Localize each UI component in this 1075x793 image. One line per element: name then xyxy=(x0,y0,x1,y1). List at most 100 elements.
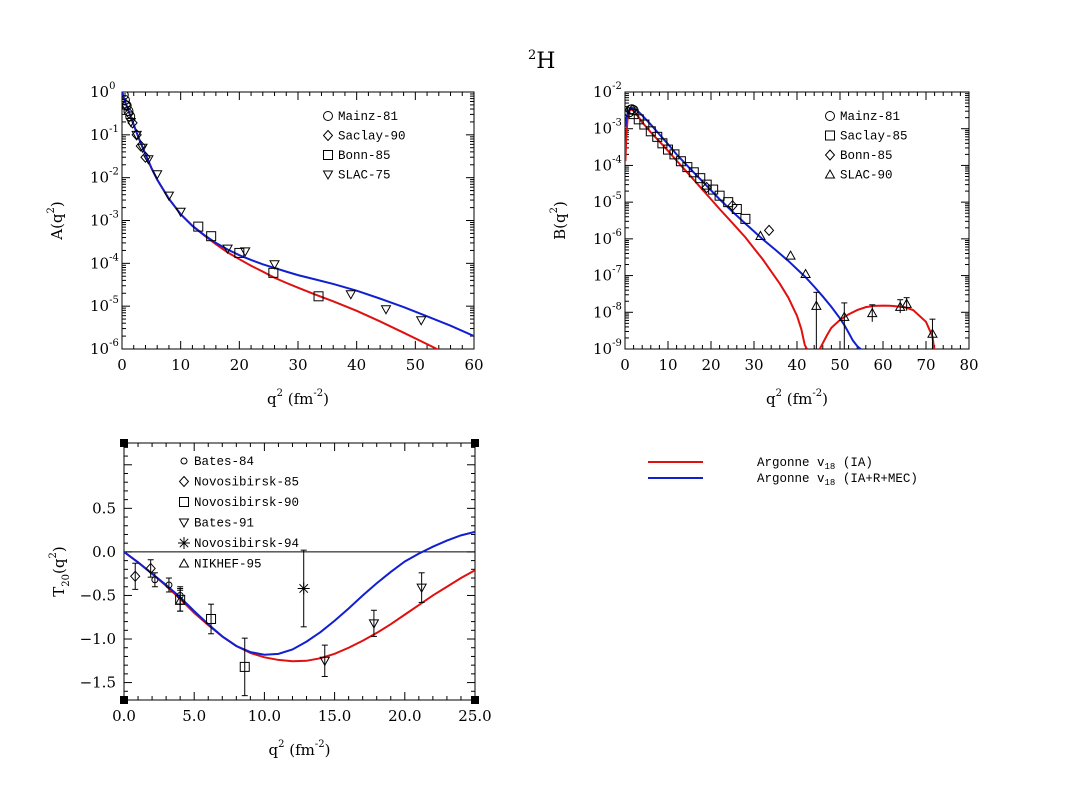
x-axis-label: q2 (fm-2) xyxy=(766,388,828,408)
legend-label: NIKHEF-95 xyxy=(194,558,262,572)
x-tick-label: 30 xyxy=(288,356,307,374)
data-point xyxy=(740,213,751,224)
y-tick-label: 10-2 xyxy=(90,167,119,187)
data-point xyxy=(633,114,644,125)
legend-label: Novosibirsk-85 xyxy=(194,476,299,490)
x-axis-label: q2 (fm-2) xyxy=(269,739,331,759)
data-point xyxy=(731,204,742,215)
legend-marker xyxy=(179,497,189,507)
data-point xyxy=(143,155,154,165)
data-point xyxy=(145,562,156,575)
model-legend: Argonne v18 (IA)Argonne v18 (IA+R+MEC) xyxy=(648,456,918,488)
y-tick-label: 0.5 xyxy=(92,499,116,517)
y-tick-label: 10-4 xyxy=(593,154,622,174)
data-point xyxy=(708,184,719,195)
data-point xyxy=(345,290,357,300)
y-tick-label: 10-1 xyxy=(90,124,119,144)
data-point xyxy=(714,190,725,201)
data-point xyxy=(206,613,217,624)
x-tick-label: 30 xyxy=(744,356,763,374)
data-point xyxy=(755,230,766,240)
data-point xyxy=(239,661,250,672)
x-tick-label: 10 xyxy=(171,356,190,374)
data-point xyxy=(695,173,706,184)
legend-label: SLAC-75 xyxy=(338,169,391,183)
corner-square xyxy=(471,696,479,704)
y-axis-label: B(q2) xyxy=(549,201,569,240)
y-tick-label: 10-5 xyxy=(90,295,119,315)
y-tick-label: 10-5 xyxy=(593,191,622,211)
y-tick-label: 0.0 xyxy=(92,543,116,561)
x-tick-label: 60 xyxy=(464,356,483,374)
x-tick-label: 50 xyxy=(406,356,425,374)
x-tick-label: 0 xyxy=(117,356,127,374)
data-point xyxy=(652,131,663,142)
data-point xyxy=(785,250,796,260)
x-tick-label: 40 xyxy=(347,356,366,374)
legend-label: Saclay-85 xyxy=(840,130,908,144)
legend-label: Bonn-85 xyxy=(338,149,391,163)
y-tick-label: 10-7 xyxy=(593,265,622,285)
data-point xyxy=(269,260,280,270)
data-point xyxy=(866,307,878,318)
legend-marker xyxy=(825,130,835,141)
curves xyxy=(625,106,936,349)
data-point xyxy=(239,247,251,257)
data-point xyxy=(193,221,204,232)
legend-marker xyxy=(178,557,190,568)
legend-marker xyxy=(178,475,190,488)
legend-marker xyxy=(178,518,190,529)
data-point xyxy=(165,581,173,589)
legend-marker xyxy=(322,170,334,181)
legend-marker xyxy=(824,149,836,161)
data-point xyxy=(368,619,380,629)
y-tick-label: −1.0 xyxy=(80,630,116,648)
data-point xyxy=(206,231,217,242)
curve-ia xyxy=(625,107,808,349)
series-legend: Mainz-81 Saclay-85 Bonn-85 SLAC-90 xyxy=(824,110,908,183)
x-tick-label: 80 xyxy=(959,356,978,374)
legend-marker xyxy=(178,537,190,549)
x-tick-label: 20 xyxy=(230,356,249,374)
corner-square xyxy=(120,439,128,447)
data-point xyxy=(122,99,132,111)
curves xyxy=(122,92,474,349)
data-point xyxy=(675,156,686,167)
data-point xyxy=(682,162,693,173)
legend-marker xyxy=(323,150,333,160)
legend-label-mec: Argonne v18 (IA+R+MEC) xyxy=(757,472,918,488)
data-point xyxy=(222,244,233,255)
data-point xyxy=(313,291,324,302)
y-tick-label: 10-2 xyxy=(593,81,622,101)
x-tick-label: 5.0 xyxy=(182,707,206,725)
data-point xyxy=(175,207,187,218)
y-tick-label: 10-6 xyxy=(90,338,119,358)
corner-square xyxy=(471,439,479,447)
curve-mec xyxy=(124,530,475,656)
points xyxy=(130,549,428,697)
legend-label: Mainz-81 xyxy=(840,110,900,124)
data-point xyxy=(657,138,668,149)
y-tick-label: 10-3 xyxy=(593,118,622,138)
data-point xyxy=(130,570,141,583)
data-point xyxy=(151,576,159,584)
y-axis-label: A(q2) xyxy=(46,201,66,241)
data-point xyxy=(123,106,134,117)
y-tick-label: −1.5 xyxy=(80,674,116,692)
y-tick-label: 10-8 xyxy=(593,301,622,321)
data-point xyxy=(628,109,639,120)
x-tick-label: 25.0 xyxy=(458,707,491,725)
data-point xyxy=(645,126,656,137)
data-point xyxy=(416,583,428,594)
x-tick-label: 50 xyxy=(830,356,849,374)
plot-frame xyxy=(624,91,970,350)
data-point xyxy=(688,167,699,178)
x-tick-label: 40 xyxy=(787,356,806,374)
legend-label: SLAC-90 xyxy=(840,169,893,183)
data-point xyxy=(800,268,811,279)
x-tick-label: 60 xyxy=(873,356,892,374)
data-point xyxy=(127,117,138,129)
data-point xyxy=(727,199,738,212)
data-point xyxy=(319,656,331,667)
